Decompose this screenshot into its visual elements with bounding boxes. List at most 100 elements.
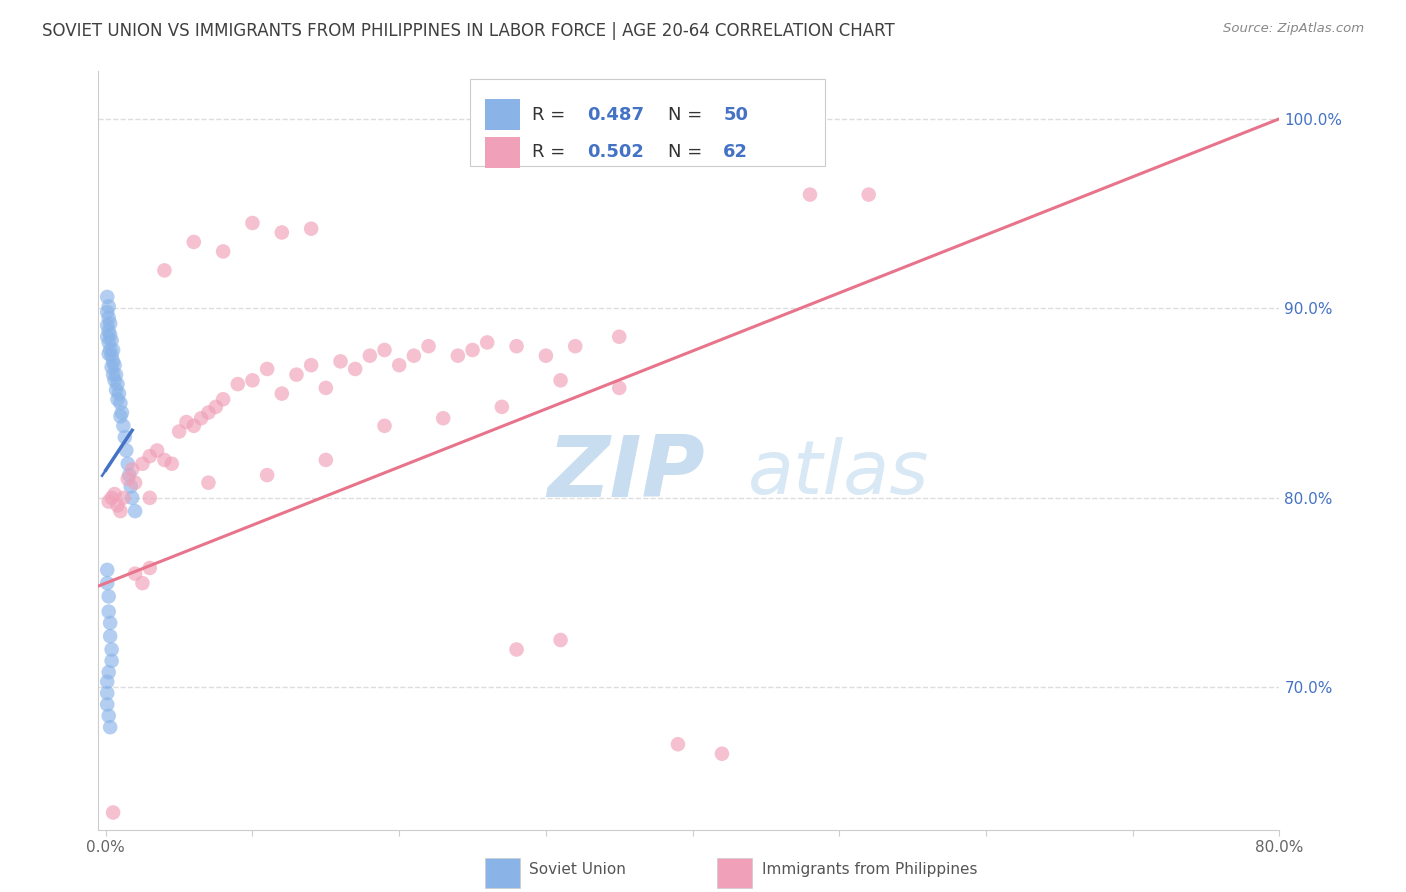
Point xyxy=(461,343,484,357)
FancyBboxPatch shape xyxy=(471,79,825,166)
Point xyxy=(111,405,134,419)
Point xyxy=(124,475,146,490)
Point xyxy=(100,491,122,505)
Point xyxy=(97,494,120,508)
Point xyxy=(97,605,120,619)
Point xyxy=(139,561,162,575)
Point xyxy=(534,349,557,363)
Point xyxy=(107,377,129,392)
Point xyxy=(96,329,118,343)
Text: 0.502: 0.502 xyxy=(588,144,644,161)
Point xyxy=(117,457,139,471)
Point xyxy=(666,737,689,751)
Point xyxy=(114,430,136,444)
Point xyxy=(183,235,205,249)
Point xyxy=(124,504,146,518)
Point xyxy=(344,362,367,376)
Text: 62: 62 xyxy=(723,144,748,161)
Point xyxy=(505,339,527,353)
Point xyxy=(97,347,120,361)
Point xyxy=(550,633,572,648)
Point xyxy=(204,400,226,414)
Point xyxy=(242,373,264,387)
Point xyxy=(105,368,128,382)
Point xyxy=(256,468,278,483)
Point xyxy=(112,491,135,505)
Point xyxy=(607,329,630,343)
Point xyxy=(101,354,124,368)
Point xyxy=(270,386,292,401)
Point xyxy=(96,305,118,319)
Point xyxy=(115,443,138,458)
Point xyxy=(212,392,235,407)
Text: 0.487: 0.487 xyxy=(588,105,644,124)
Point xyxy=(96,563,118,577)
Point xyxy=(97,335,120,350)
Point xyxy=(107,499,129,513)
Point xyxy=(98,615,121,630)
Point xyxy=(98,343,121,357)
Point xyxy=(100,642,122,657)
Text: R =: R = xyxy=(531,144,571,161)
Point xyxy=(139,449,162,463)
Point xyxy=(101,343,124,357)
Point xyxy=(146,443,169,458)
Text: Soviet Union: Soviet Union xyxy=(529,863,626,877)
Point xyxy=(432,411,454,425)
Point xyxy=(388,358,411,372)
Point xyxy=(108,386,131,401)
Point xyxy=(315,381,337,395)
Point xyxy=(110,504,132,518)
Point xyxy=(100,349,122,363)
Point xyxy=(97,590,120,604)
Point xyxy=(96,576,118,591)
Point xyxy=(103,373,125,387)
Point xyxy=(799,187,821,202)
Point xyxy=(858,187,880,202)
Point xyxy=(100,359,122,374)
Point xyxy=(373,343,395,357)
Point xyxy=(197,405,219,419)
Point xyxy=(160,457,183,471)
Point xyxy=(212,244,235,259)
Text: Source: ZipAtlas.com: Source: ZipAtlas.com xyxy=(1223,22,1364,36)
Point xyxy=(285,368,308,382)
Point xyxy=(97,665,120,680)
Point xyxy=(103,487,125,501)
Point xyxy=(117,472,139,486)
Point xyxy=(97,324,120,338)
Point xyxy=(110,409,132,424)
Point xyxy=(550,373,572,387)
Point xyxy=(97,310,120,325)
Point xyxy=(131,576,153,591)
Point xyxy=(299,358,322,372)
Point xyxy=(118,468,141,483)
Text: 50: 50 xyxy=(723,105,748,124)
Point xyxy=(121,491,143,505)
Point xyxy=(359,349,381,363)
Point xyxy=(100,334,122,348)
Point xyxy=(242,216,264,230)
Point xyxy=(98,720,121,734)
Point xyxy=(103,358,125,372)
Point xyxy=(97,708,120,723)
Point xyxy=(299,221,322,235)
Point xyxy=(112,418,135,433)
Point xyxy=(124,566,146,581)
Point xyxy=(105,383,128,397)
Point xyxy=(226,377,249,392)
Point xyxy=(107,392,129,407)
Point xyxy=(477,335,499,350)
Point xyxy=(121,462,143,476)
Point xyxy=(183,418,205,433)
Text: R =: R = xyxy=(531,105,571,124)
Point xyxy=(197,475,219,490)
Point xyxy=(153,263,176,277)
Point xyxy=(96,698,118,712)
Point xyxy=(418,339,440,353)
Point xyxy=(710,747,733,761)
Point xyxy=(101,368,124,382)
Text: ZIP: ZIP xyxy=(547,432,704,515)
Point xyxy=(131,457,153,471)
Point xyxy=(564,339,586,353)
